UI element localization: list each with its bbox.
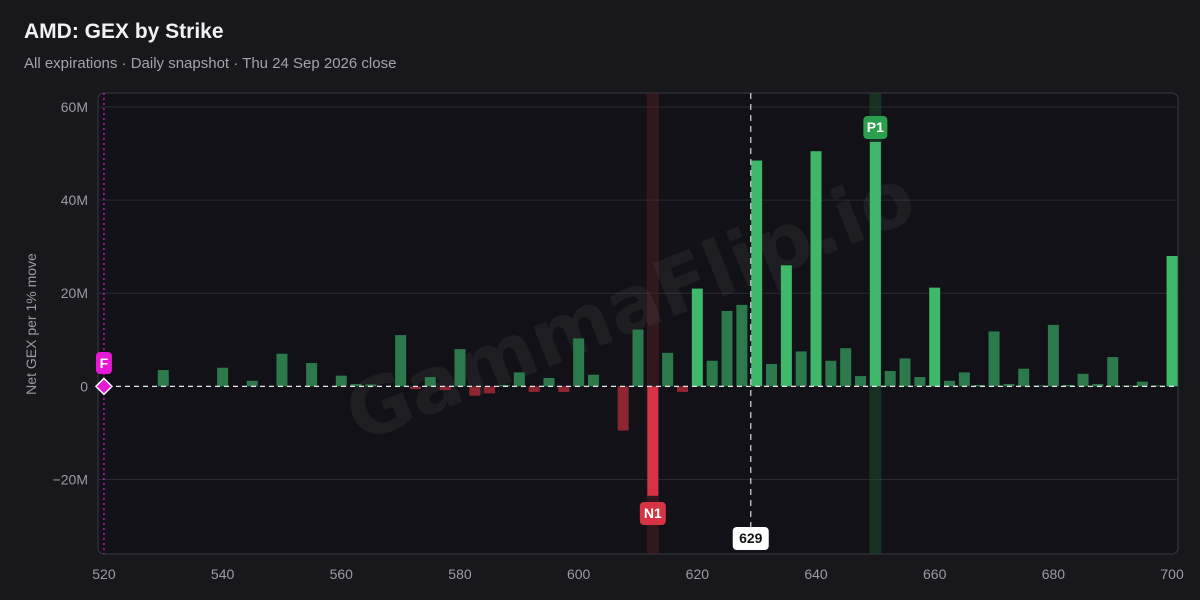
- bar: [217, 367, 229, 387]
- x-tick-label: 540: [211, 566, 235, 582]
- bar: [855, 376, 867, 387]
- x-tick-label: 680: [1042, 566, 1066, 582]
- bar: [335, 375, 347, 387]
- bar: [706, 360, 718, 387]
- y-axis-label: Net GEX per 1% move: [23, 253, 39, 395]
- bar: [914, 377, 926, 387]
- n1-badge: [639, 502, 666, 525]
- bar: [958, 372, 970, 387]
- grid: [98, 106, 1178, 480]
- bar: [899, 358, 911, 387]
- y-tick-label: 40M: [61, 192, 88, 208]
- x-tick-label: 520: [92, 566, 116, 582]
- bar: [944, 380, 956, 387]
- bar: [840, 348, 852, 387]
- bar: [825, 360, 837, 387]
- bar: [1092, 384, 1104, 387]
- x-tick-label: 600: [567, 566, 591, 582]
- bar: [632, 329, 644, 387]
- y-tick-label: −20M: [53, 471, 88, 487]
- bar: [884, 370, 896, 387]
- axis-ticks: 60M 40M 20M 0 −20M 520 540 560 580 600 620 640 660 68…: [53, 99, 1184, 582]
- chart-title: AMD: GEX by Strike: [24, 20, 224, 43]
- bar: [736, 304, 748, 387]
- bar: [409, 386, 421, 390]
- plot-area: [97, 92, 1179, 555]
- n1-badge-label: N1: [644, 505, 662, 521]
- bar: [306, 363, 318, 387]
- bar: [973, 384, 985, 387]
- bar: [617, 386, 629, 431]
- bar: [587, 374, 599, 387]
- bar: [721, 310, 733, 387]
- bar: [662, 352, 674, 387]
- bar: [810, 151, 822, 387]
- bar: [795, 351, 807, 387]
- p1-badge: [863, 116, 888, 139]
- bar: [1062, 384, 1074, 387]
- spot-price-badge: [732, 527, 769, 550]
- bar: [365, 384, 377, 387]
- bar: [766, 364, 778, 387]
- spot-price-label: 629: [739, 530, 763, 546]
- bar: [454, 349, 466, 387]
- p1-badge-label: P1: [867, 119, 884, 135]
- flip-badge: [95, 352, 112, 374]
- bar: [1166, 255, 1178, 387]
- bar: [677, 386, 689, 392]
- flip-diamond: [94, 377, 113, 396]
- markers: F P1 N1 629: [94, 116, 888, 550]
- bar: [276, 353, 288, 387]
- bar: [246, 380, 258, 387]
- bar: [1136, 381, 1148, 387]
- y-tick-label: 0: [80, 378, 88, 394]
- bar: [869, 141, 881, 387]
- y-tick-label: 20M: [61, 285, 88, 301]
- bar: [647, 386, 659, 496]
- bar: [780, 265, 792, 387]
- x-tick-label: 640: [804, 566, 828, 582]
- x-tick-label: 700: [1160, 566, 1184, 582]
- flip-badge-label: F: [100, 355, 109, 371]
- x-tick-label: 580: [448, 566, 472, 582]
- bar: [469, 386, 481, 396]
- bar: [350, 384, 362, 387]
- bar: [439, 386, 451, 391]
- bars: [98, 141, 1178, 496]
- bar: [424, 377, 436, 387]
- bar: [484, 386, 496, 394]
- bar: [1047, 324, 1059, 387]
- x-tick-label: 560: [330, 566, 354, 582]
- y-tick-label: 60M: [61, 99, 88, 115]
- bar: [558, 386, 570, 392]
- x-tick-label: 660: [923, 566, 947, 582]
- bar: [1003, 384, 1015, 387]
- bar: [157, 370, 169, 387]
- bar: [1077, 373, 1089, 387]
- bar: [691, 288, 703, 387]
- bar: [1018, 368, 1030, 387]
- bar: [395, 335, 407, 387]
- bar: [543, 377, 555, 387]
- chart-subtitle: All expirations · Daily snapshot · Thu 2…: [24, 55, 397, 72]
- x-tick-label: 620: [686, 566, 710, 582]
- reference-lines: [98, 93, 1178, 554]
- bar: [988, 331, 1000, 387]
- bar: [751, 160, 763, 387]
- bar: [513, 372, 525, 387]
- bar: [498, 384, 510, 387]
- bar: [573, 338, 585, 387]
- bar: [929, 287, 941, 387]
- bar: [528, 386, 540, 392]
- bar: [1107, 357, 1119, 387]
- bar: [1151, 385, 1163, 387]
